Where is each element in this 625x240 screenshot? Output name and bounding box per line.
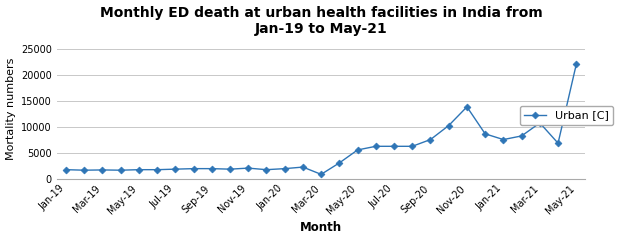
Urban [C] bbox=[117, 169, 124, 172]
Legend: Urban [C]: Urban [C] bbox=[519, 106, 614, 125]
Urban [C] bbox=[445, 124, 452, 127]
Urban [C] bbox=[518, 134, 526, 137]
Urban [C] bbox=[190, 167, 198, 170]
Urban [C] bbox=[62, 168, 70, 171]
Urban [C] bbox=[372, 145, 379, 148]
Urban [C] bbox=[262, 168, 270, 171]
Urban [C] bbox=[336, 162, 343, 164]
Urban [C] bbox=[463, 105, 471, 108]
Urban [C] bbox=[481, 132, 489, 135]
Urban [C] bbox=[554, 142, 562, 145]
Urban [C] bbox=[299, 166, 307, 168]
Urban [C] bbox=[427, 138, 434, 141]
Urban [C] bbox=[318, 173, 325, 176]
Urban [C] bbox=[390, 145, 398, 148]
Urban [C] bbox=[81, 169, 88, 172]
Urban [C] bbox=[172, 168, 179, 171]
Urban [C] bbox=[135, 168, 142, 171]
X-axis label: Month: Month bbox=[300, 222, 343, 234]
Urban [C] bbox=[281, 167, 288, 170]
Urban [C] bbox=[354, 149, 361, 151]
Line: Urban [C]: Urban [C] bbox=[64, 62, 579, 177]
Urban [C] bbox=[99, 168, 106, 171]
Urban [C] bbox=[208, 167, 216, 170]
Urban [C] bbox=[153, 168, 161, 171]
Urban [C] bbox=[572, 63, 580, 66]
Y-axis label: Mortality numbers: Mortality numbers bbox=[6, 57, 16, 160]
Urban [C] bbox=[244, 167, 252, 169]
Urban [C] bbox=[536, 121, 544, 124]
Urban [C] bbox=[226, 168, 234, 171]
Urban [C] bbox=[499, 138, 507, 141]
Title: Monthly ED death at urban health facilities in India from
Jan-19 to May-21: Monthly ED death at urban health facilit… bbox=[100, 6, 542, 36]
Urban [C] bbox=[409, 145, 416, 148]
